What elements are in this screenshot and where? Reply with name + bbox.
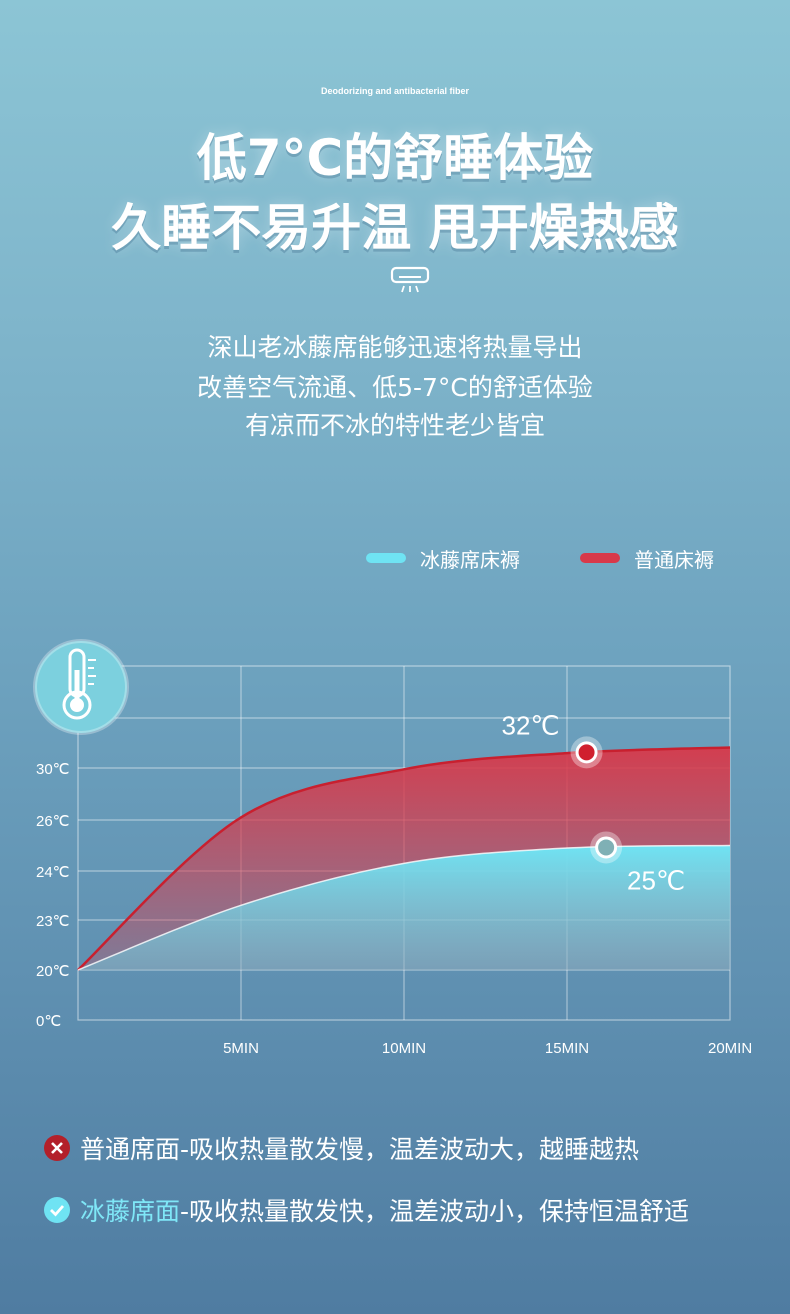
headline-line-2: 久睡不易升温 甩开燥热感 <box>111 199 679 257</box>
series-area-cool <box>78 845 730 970</box>
legend-swatch-hot <box>580 553 620 563</box>
x-tick-label: 15MIN <box>545 1040 589 1057</box>
data-point-marker <box>598 839 615 856</box>
y-tick-label: 24℃ <box>36 864 70 881</box>
cross-icon <box>44 1135 70 1161</box>
air-conditioner-icon <box>390 266 430 293</box>
series-line-hot <box>77 746 731 971</box>
check-icon <box>44 1197 70 1223</box>
annotation-label: 32℃ <box>501 710 559 740</box>
comparison-row-good: 冰藤席面 -吸收热量散发快，温差波动小，保持恒温舒适 <box>44 1192 689 1228</box>
x-tick-label: 5MIN <box>223 1040 259 1057</box>
y-tick-label: 30℃ <box>36 761 70 778</box>
legend-item-hot: 普通床褥 <box>580 544 714 572</box>
bad-label: 普通席面 <box>80 1135 181 1164</box>
chart-ticks: 0℃ 20℃ 23℃ 24℃ 26℃ 30℃ 5MIN 10MIN 15MIN 20MIN <box>36 761 752 1057</box>
data-point-marker <box>578 744 595 761</box>
english-subtitle: Deodorizing and antibacterial fiber <box>320 86 470 96</box>
good-label: 冰藤席面 <box>80 1197 181 1226</box>
description-line-2: 改善空气流通、低5-7°C的舒适体验 <box>197 373 593 402</box>
headline-line-1: 低7°C的舒睡体验 <box>196 129 594 187</box>
description-line-3: 有凉而不冰的特性老少皆宜 <box>244 411 545 440</box>
good-text: -吸收热量散发快，温差波动小，保持恒温舒适 <box>180 1197 690 1226</box>
y-tick-label: 26℃ <box>36 813 70 830</box>
legend-label-hot: 普通床褥 <box>634 547 714 572</box>
temperature-chart: 32℃ 25℃ 0℃ 20℃ 23℃ 24℃ 26℃ 30℃ 5MIN 10MIN 15MIN 20… <box>33 639 752 1057</box>
legend-label-cool: 冰藤席床褥 <box>420 547 520 572</box>
y-tick-label: 23℃ <box>36 913 70 930</box>
y-tick-label: 0℃ <box>36 1013 61 1030</box>
chart-marks: 32℃ 25℃ <box>501 710 685 895</box>
thermometer-icon <box>33 639 129 735</box>
comparison-row-bad: 普通席面 -吸收热量散发慢，温差波动大，越睡越热 <box>44 1130 639 1166</box>
legend-item-cool: 冰藤席床褥 <box>366 544 520 572</box>
legend-swatch-cool <box>366 553 406 563</box>
x-tick-label: 20MIN <box>708 1040 752 1057</box>
annotation-label: 25℃ <box>627 865 685 895</box>
series-line-cool <box>77 844 731 971</box>
description-line-1: 深山老冰藤席能够迅速将热量导出 <box>207 333 583 362</box>
x-tick-label: 10MIN <box>382 1040 426 1057</box>
y-tick-label: 20℃ <box>36 963 70 980</box>
bad-text: -吸收热量散发慢，温差波动大，越睡越热 <box>180 1135 640 1164</box>
